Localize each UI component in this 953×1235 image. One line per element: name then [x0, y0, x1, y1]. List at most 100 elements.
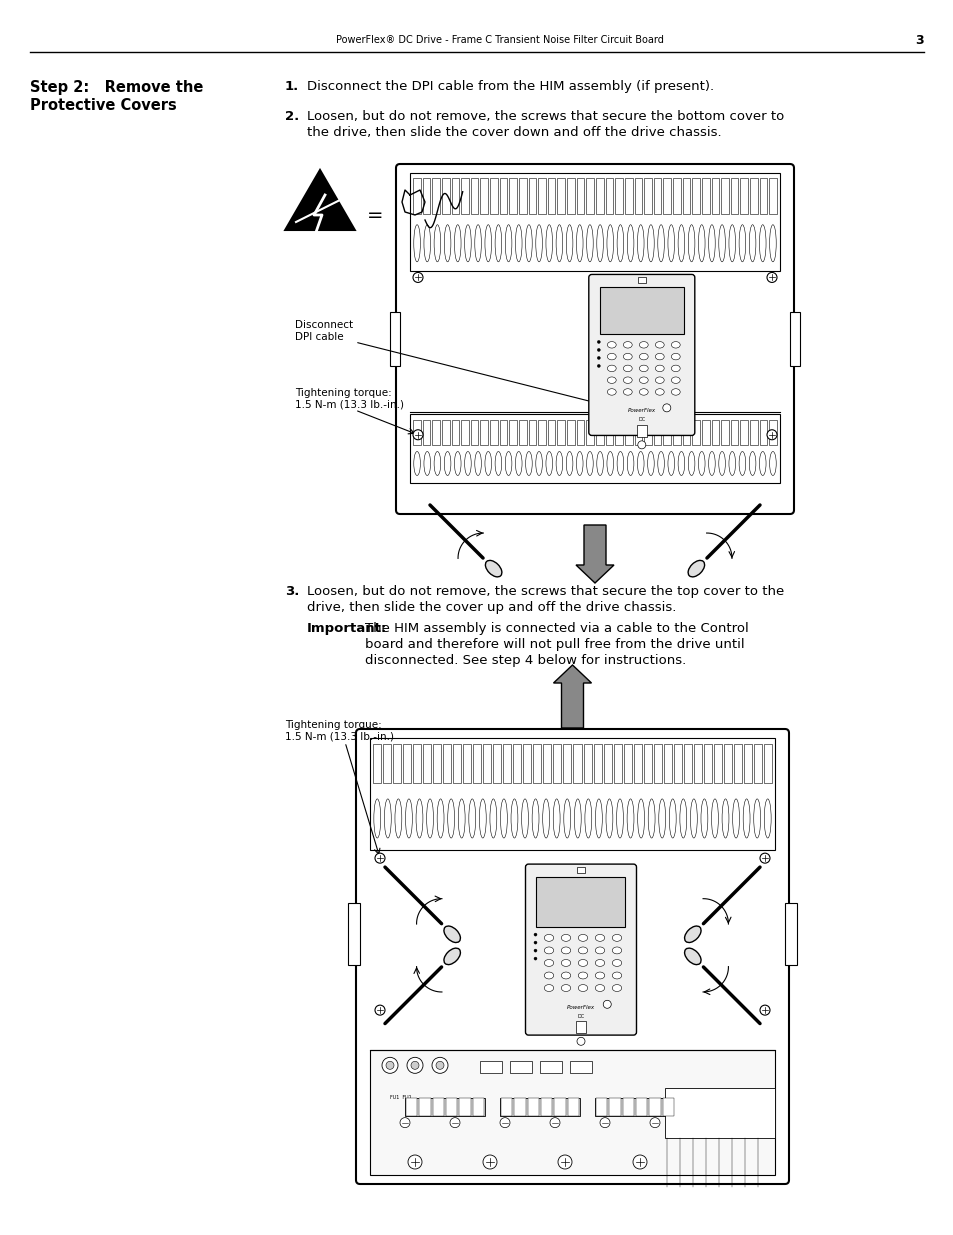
- Bar: [543, 743, 551, 783]
- Bar: [499, 420, 507, 445]
- Bar: [539, 1061, 561, 1073]
- Ellipse shape: [597, 452, 602, 475]
- Ellipse shape: [566, 452, 573, 475]
- Bar: [493, 743, 500, 783]
- Ellipse shape: [769, 452, 776, 475]
- Ellipse shape: [464, 225, 471, 262]
- Bar: [713, 743, 721, 783]
- Polygon shape: [285, 170, 355, 230]
- Ellipse shape: [464, 452, 471, 475]
- Bar: [483, 743, 491, 783]
- Circle shape: [649, 1118, 659, 1128]
- Ellipse shape: [563, 799, 570, 839]
- Ellipse shape: [711, 799, 718, 839]
- Ellipse shape: [612, 960, 621, 967]
- Ellipse shape: [444, 452, 451, 475]
- Bar: [547, 178, 555, 214]
- Ellipse shape: [595, 799, 601, 839]
- Ellipse shape: [667, 225, 674, 262]
- Bar: [603, 743, 611, 783]
- Ellipse shape: [395, 799, 401, 839]
- Text: PowerFlex: PowerFlex: [627, 409, 655, 414]
- Ellipse shape: [578, 984, 587, 992]
- Ellipse shape: [447, 799, 454, 839]
- Bar: [441, 420, 449, 445]
- Bar: [662, 1098, 673, 1116]
- FancyBboxPatch shape: [588, 274, 694, 436]
- Text: PowerFlex: PowerFlex: [566, 1005, 595, 1010]
- Bar: [673, 420, 680, 445]
- Circle shape: [638, 441, 645, 448]
- Circle shape: [432, 1057, 448, 1073]
- Bar: [663, 743, 671, 783]
- Ellipse shape: [657, 452, 663, 475]
- Bar: [673, 178, 680, 214]
- Ellipse shape: [443, 948, 460, 965]
- Circle shape: [760, 1005, 769, 1015]
- Text: DC: DC: [638, 417, 644, 422]
- Bar: [730, 178, 738, 214]
- Bar: [518, 420, 526, 445]
- Text: Loosen, but do not remove, the screws that secure the bottom cover to: Loosen, but do not remove, the screws th…: [307, 110, 783, 124]
- Ellipse shape: [560, 947, 570, 953]
- Bar: [413, 420, 420, 445]
- FancyBboxPatch shape: [395, 164, 793, 514]
- Ellipse shape: [647, 225, 654, 262]
- Ellipse shape: [655, 366, 663, 372]
- Ellipse shape: [525, 225, 532, 262]
- Bar: [768, 178, 776, 214]
- Ellipse shape: [416, 799, 422, 839]
- Bar: [730, 420, 738, 445]
- Bar: [348, 903, 359, 966]
- Ellipse shape: [763, 799, 770, 839]
- Bar: [596, 420, 603, 445]
- Ellipse shape: [436, 799, 443, 839]
- Ellipse shape: [671, 366, 679, 372]
- Ellipse shape: [708, 225, 715, 262]
- Bar: [577, 867, 584, 873]
- Bar: [693, 743, 701, 783]
- Bar: [682, 420, 690, 445]
- Bar: [633, 743, 641, 783]
- Circle shape: [602, 1000, 611, 1008]
- Bar: [749, 420, 757, 445]
- Bar: [624, 420, 632, 445]
- Ellipse shape: [647, 452, 654, 475]
- Ellipse shape: [595, 984, 604, 992]
- Bar: [622, 1098, 634, 1116]
- Bar: [446, 1098, 456, 1116]
- Bar: [636, 1098, 647, 1116]
- Ellipse shape: [495, 225, 501, 262]
- Bar: [443, 743, 451, 783]
- Bar: [577, 420, 584, 445]
- Bar: [586, 178, 594, 214]
- FancyBboxPatch shape: [355, 729, 788, 1184]
- Ellipse shape: [659, 799, 665, 839]
- Ellipse shape: [553, 799, 559, 839]
- Ellipse shape: [639, 389, 647, 395]
- Ellipse shape: [606, 225, 613, 262]
- Ellipse shape: [700, 799, 707, 839]
- Bar: [563, 743, 571, 783]
- Ellipse shape: [586, 225, 593, 262]
- Bar: [554, 1098, 565, 1116]
- Bar: [557, 420, 564, 445]
- Bar: [490, 178, 497, 214]
- Bar: [403, 743, 411, 783]
- Ellipse shape: [622, 366, 632, 372]
- Bar: [405, 1098, 484, 1116]
- Ellipse shape: [485, 561, 501, 577]
- Bar: [573, 743, 581, 783]
- Bar: [577, 178, 584, 214]
- Circle shape: [577, 1037, 584, 1045]
- Bar: [711, 178, 719, 214]
- Bar: [473, 743, 480, 783]
- Bar: [441, 178, 449, 214]
- Bar: [472, 1098, 483, 1116]
- Ellipse shape: [739, 452, 745, 475]
- Bar: [784, 903, 796, 966]
- Bar: [634, 178, 641, 214]
- Bar: [586, 420, 594, 445]
- Ellipse shape: [607, 342, 616, 348]
- Ellipse shape: [578, 972, 587, 979]
